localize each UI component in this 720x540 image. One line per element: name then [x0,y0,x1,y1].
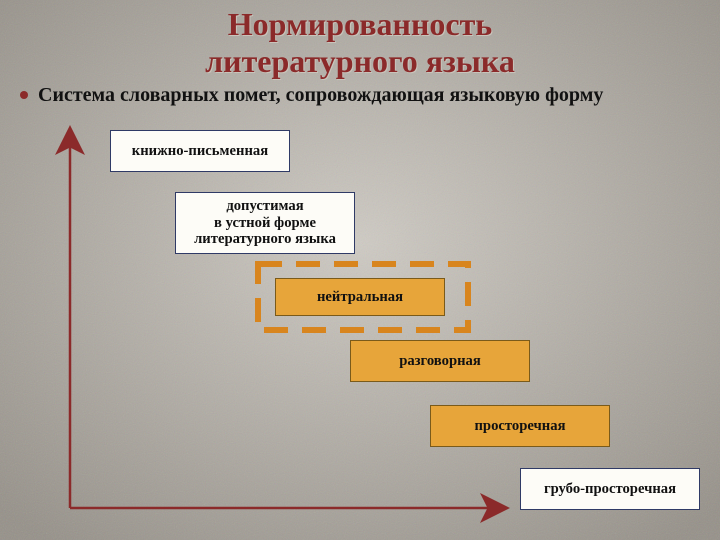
bullet-row: Система словарных помет, сопровождающая … [20,84,603,107]
title-line-2: литературного языка [205,43,515,79]
diagram-stage: Нормированность литературного языка Сист… [0,0,720,540]
node-n1: книжно-письменная [110,130,290,172]
node-n5: просторечная [430,405,610,447]
background-svg [0,0,720,540]
page-title: Нормированность литературного языка [0,6,720,80]
node-n3: нейтральная [275,278,445,316]
bullet-text: Система словарных помет, сопровождающая … [38,84,603,107]
bullet-dot-icon [20,91,28,99]
title-line-1: Нормированность [228,6,492,42]
node-n2: допустимая в устной форме литературного … [175,192,355,254]
node-n4: разговорная [350,340,530,382]
node-n6: грубо-просторечная [520,468,700,510]
